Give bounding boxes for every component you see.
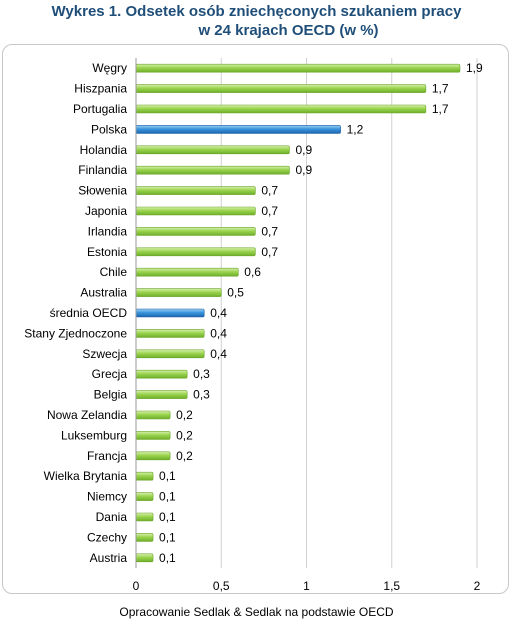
- category-label: Irlandia: [88, 224, 128, 238]
- value-label: 0,5: [227, 286, 244, 300]
- bar: [135, 288, 222, 297]
- value-label: 0,1: [159, 530, 176, 544]
- value-label: 0,7: [261, 245, 278, 259]
- category-label: Grecja: [92, 367, 128, 381]
- bar: [135, 84, 427, 93]
- value-label: 0,7: [261, 184, 278, 198]
- value-label: 0,9: [295, 163, 312, 177]
- category-label: średnia OECD: [50, 306, 128, 320]
- value-label: 0,1: [159, 510, 176, 524]
- bar: [135, 247, 256, 257]
- category-label: Chile: [100, 265, 128, 279]
- category-label: Nowa Zelandia: [47, 408, 127, 422]
- x-tick-label: 2: [474, 579, 481, 593]
- category-label: Australia: [80, 286, 127, 300]
- bar: [135, 227, 256, 236]
- category-label: Stany Zjednoczone: [24, 326, 127, 340]
- bar: [135, 533, 154, 542]
- bar: [135, 410, 171, 420]
- category-label: Szwecja: [82, 347, 127, 361]
- value-label: 1,7: [432, 102, 449, 116]
- bar: [135, 206, 256, 216]
- category-label: Hiszpania: [74, 82, 127, 96]
- bar: [135, 104, 427, 114]
- x-tick-label: 0,5: [213, 579, 230, 593]
- bar: [135, 471, 154, 481]
- bar: [135, 63, 461, 73]
- category-label: Wielka Brytania: [44, 469, 128, 483]
- value-label: 0,4: [210, 306, 227, 320]
- value-label: 0,7: [261, 224, 278, 238]
- category-label: Luksemburg: [61, 428, 127, 442]
- bar: [135, 186, 256, 195]
- bar: [135, 145, 290, 155]
- category-label: Portugalia: [73, 102, 127, 116]
- value-label: 0,2: [176, 428, 193, 442]
- value-label: 0,1: [159, 469, 176, 483]
- category-label: Węgry: [92, 61, 127, 75]
- value-label: 0,9: [295, 143, 312, 157]
- bar: [135, 431, 171, 440]
- bar: [135, 512, 154, 522]
- bar: [135, 553, 154, 563]
- x-tick-label: 1,5: [383, 579, 400, 593]
- bar: [135, 390, 188, 399]
- value-label: 0,6: [244, 265, 261, 279]
- category-label: Niemcy: [87, 490, 127, 504]
- x-tick-label: 0: [133, 579, 140, 593]
- bar: [135, 349, 205, 359]
- chart-subtitle: w 24 krajach OECD (w %): [198, 22, 379, 39]
- value-label: 1,7: [432, 82, 449, 96]
- x-tick-label: 1: [303, 579, 310, 593]
- category-label: Francja: [87, 449, 127, 463]
- bar: [135, 451, 171, 461]
- value-label: 0,2: [176, 449, 193, 463]
- value-label: 0,4: [210, 326, 227, 340]
- bar: [135, 329, 205, 338]
- bar: [135, 369, 188, 379]
- source-note: Opracowanie Sedlak & Sedlak na podstawie…: [119, 605, 394, 619]
- category-label: Belgia: [94, 388, 128, 402]
- value-label: 0,4: [210, 347, 227, 361]
- value-label: 0,1: [159, 551, 176, 565]
- category-label: Japonia: [85, 204, 127, 218]
- value-label: 1,9: [466, 61, 483, 75]
- category-label: Polska: [91, 122, 127, 136]
- category-label: Austria: [90, 551, 128, 565]
- category-label: Czechy: [87, 530, 127, 544]
- category-label: Dania: [96, 510, 128, 524]
- value-label: 0,3: [193, 388, 210, 402]
- bar: [135, 492, 154, 501]
- value-label: 0,7: [261, 204, 278, 218]
- value-label: 0,2: [176, 408, 193, 422]
- bar: [135, 125, 341, 134]
- value-label: 0,3: [193, 367, 210, 381]
- bar: [135, 267, 239, 277]
- value-label: 1,2: [347, 122, 364, 136]
- chart-title: Wykres 1. Odsetek osób zniechęconych szu…: [51, 3, 462, 20]
- bar: [135, 165, 290, 175]
- category-label: Holandia: [80, 143, 128, 157]
- category-label: Słowenia: [78, 184, 127, 198]
- category-label: Estonia: [87, 245, 127, 259]
- value-label: 0,1: [159, 490, 176, 504]
- bar: [135, 308, 205, 318]
- category-label: Finlandia: [78, 163, 127, 177]
- chart-frame: [2, 44, 509, 594]
